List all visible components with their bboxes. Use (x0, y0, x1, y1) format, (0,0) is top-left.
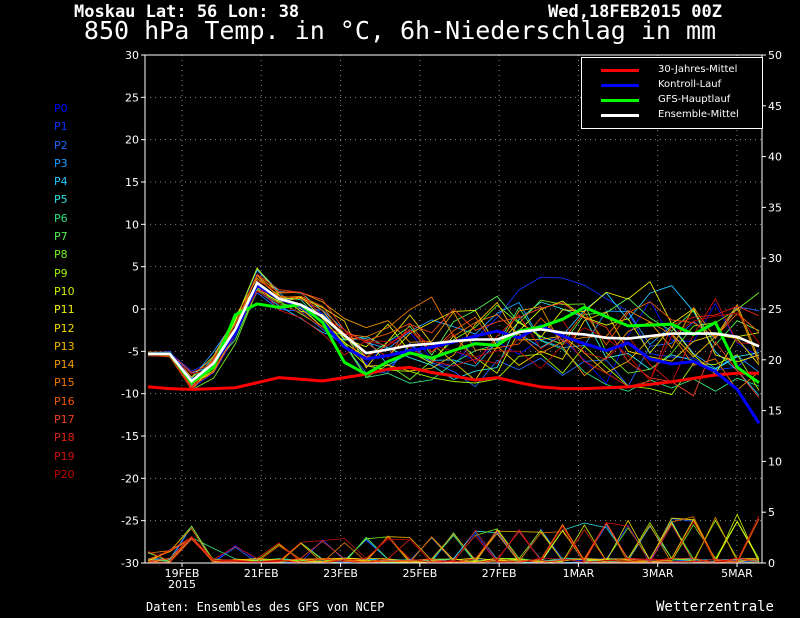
x-tick-label: 23FEB (323, 567, 358, 580)
x-tick-label: 25FEB (402, 567, 437, 580)
legend-swatch (601, 114, 639, 117)
x-tick-label: 1MAR (563, 567, 595, 580)
member-label: P5 (54, 193, 68, 207)
y-right-tick-label: 45 (768, 100, 782, 113)
y-left-tick-label: -20 (121, 472, 139, 485)
x-tick-label: 27FEB (482, 567, 517, 580)
x-tick-label: 5MAR (721, 567, 753, 580)
y-left-tick-label: 5 (132, 261, 139, 274)
member-label: P9 (54, 266, 68, 280)
data-source-label: Daten: Ensembles des GFS von NCEP (146, 600, 385, 614)
legend-item-control-run: Kontroll-Lauf (582, 79, 762, 93)
run-date-label: Wed,18FEB2015 00Z (548, 2, 722, 22)
legend-label: Kontroll-Lauf (658, 79, 722, 90)
member-label: P16 (54, 394, 75, 408)
y-left-tick-label: 25 (125, 91, 139, 104)
legend-label: Ensemble-Mittel (658, 109, 739, 120)
y-left-tick-label: -25 (121, 515, 139, 528)
y-left-tick-label: 0 (132, 303, 139, 316)
ensemble-member-line (147, 285, 760, 390)
ensemble-member-line (147, 290, 760, 388)
y-right-tick-label: 20 (768, 354, 782, 367)
legend-label: 30-Jahres-Mittel (658, 64, 738, 75)
y-left-tick-label: -5 (128, 345, 139, 358)
member-label: P4 (54, 175, 68, 189)
legend-label: GFS-Hauptlauf (658, 94, 731, 105)
legend-swatch (601, 84, 639, 87)
x-tick-label: 21FEB (244, 567, 279, 580)
member-precip-line (147, 515, 760, 564)
y-right-tick-label: 30 (768, 252, 782, 265)
legend-item-gfs-main-run: GFS-Hauptlauf (582, 94, 762, 108)
y-left-tick-label: 15 (125, 176, 139, 189)
ensemble-member-list: P0 P1 P2 P3 P4 P5 P6 P7 P8 P9 P10 P11 P12 P13 P14 P15 P1… (54, 100, 75, 484)
legend-swatch (601, 99, 639, 102)
y-right-tick-label: 15 (768, 405, 782, 418)
y-right-tick-label: 0 (768, 557, 775, 570)
ensemble-member-line (147, 273, 760, 398)
highlight-series-lines (147, 280, 761, 425)
series-line (148, 302, 760, 385)
location-label: Moskau Lat: 56 Lon: 38 (74, 2, 300, 22)
member-label: P15 (54, 376, 75, 390)
member-label: P11 (54, 303, 75, 317)
precipitation-lines (147, 513, 760, 564)
member-label: P3 (54, 156, 68, 170)
y-left-tick-label: 30 (125, 49, 139, 62)
legend-item-ensemble-mean: Ensemble-Mittel (582, 109, 762, 123)
chart-title: 850 hPa Temp. in °C, 6h-Niederschlag in … (83, 16, 717, 45)
member-label: P7 (54, 230, 68, 244)
member-label: P20 (54, 467, 75, 481)
member-label: P2 (54, 138, 68, 152)
y-right-tick-label: 5 (768, 506, 775, 519)
y-left-tick-label: 20 (125, 134, 139, 147)
chart-legend: 30-Jahres-Mittel Kontroll-Lauf GFS-Haupt… (581, 57, 763, 129)
x-tick-label: 19FEB (165, 567, 200, 580)
member-label: P6 (54, 211, 68, 225)
member-label: P8 (54, 248, 68, 262)
member-precip-line (147, 518, 760, 564)
y-right-tick-label: 40 (768, 151, 782, 164)
brand-label: Wetterzentrale (655, 599, 774, 615)
member-label: P0 (54, 102, 68, 115)
member-precip-line (147, 516, 760, 564)
y-right-tick-label: 35 (768, 201, 782, 214)
y-left-tick-label: -30 (121, 557, 139, 570)
y-left-tick-label: -10 (121, 388, 139, 401)
member-label: P19 (54, 449, 75, 463)
y-left-tick-label: 10 (125, 218, 139, 231)
x-tick-label: 3MAR (642, 567, 674, 580)
y-right-tick-label: 50 (768, 49, 782, 62)
member-label: P1 (54, 120, 68, 134)
y-left-tick-label: -15 (121, 430, 139, 443)
member-label: P14 (54, 358, 75, 372)
member-label: P13 (54, 339, 75, 353)
member-label: P12 (54, 321, 75, 335)
y-right-tick-label: 10 (768, 455, 782, 468)
x-tick-sublabel: 2015 (168, 578, 196, 591)
axis-labels: 302520151050-5-10-15-20-25-3050454035302… (121, 49, 782, 591)
member-label: P17 (54, 413, 75, 427)
legend-swatch (601, 69, 639, 72)
member-label: P10 (54, 284, 75, 298)
member-precip-line (147, 518, 760, 564)
member-label: P18 (54, 431, 75, 445)
series-line (148, 280, 760, 383)
y-right-tick-label: 25 (768, 303, 782, 316)
series-line (147, 283, 761, 425)
series-line (147, 365, 759, 391)
legend-item-climate-mean: 30-Jahres-Mittel (582, 64, 762, 78)
